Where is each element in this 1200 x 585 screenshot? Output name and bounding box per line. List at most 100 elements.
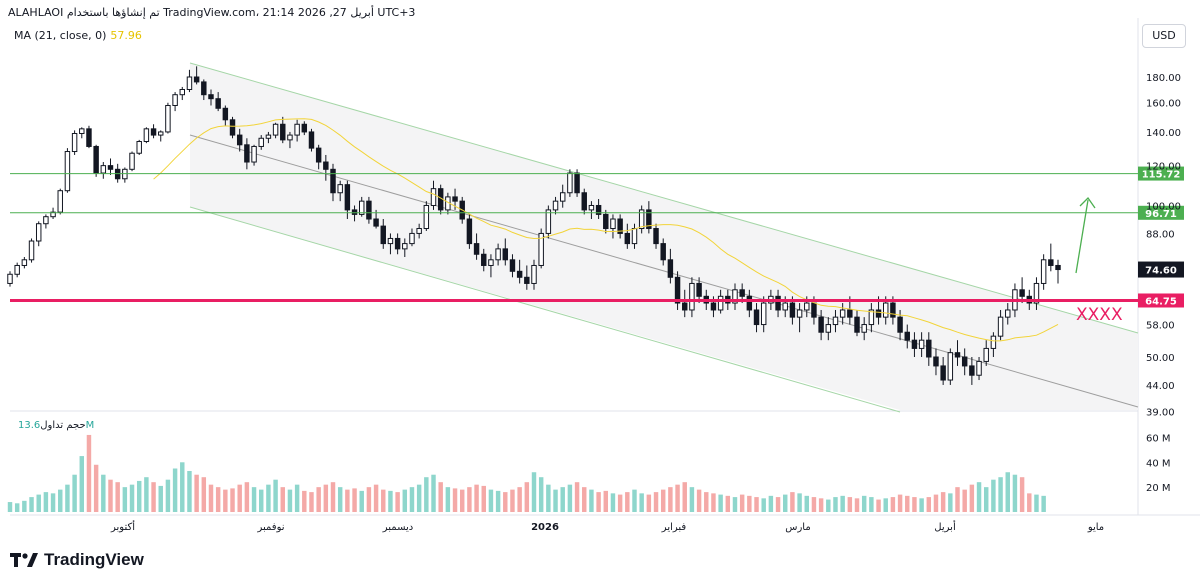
candle — [818, 309, 824, 341]
volume-bar — [172, 468, 178, 512]
candle-body — [351, 209, 358, 215]
candle — [143, 127, 150, 144]
candle — [796, 303, 803, 333]
candle-body — [911, 339, 918, 349]
level-label: 96.71 — [1145, 209, 1177, 220]
price-tick-label: 160.00 — [1146, 99, 1181, 110]
candle — [64, 148, 71, 193]
volume-bar — [495, 490, 501, 512]
projection-arrow — [1075, 199, 1089, 274]
candle-body — [1033, 282, 1040, 304]
candle — [201, 79, 207, 101]
candle — [610, 214, 616, 239]
volume-bar — [452, 488, 458, 512]
price-tick-label: 120.00 — [1146, 162, 1181, 173]
volume-bar — [1041, 495, 1046, 512]
volume-bar — [625, 492, 630, 512]
volume-bar — [531, 472, 537, 512]
candle-body — [359, 200, 365, 215]
volume-bar — [244, 482, 250, 512]
candle — [760, 296, 767, 333]
candle-body — [610, 218, 616, 230]
candle-body — [409, 232, 415, 245]
volume-bar — [503, 492, 508, 512]
ma-legend[interactable]: MA (21, close, 0) 57.96 — [14, 29, 142, 42]
volume-bar — [151, 482, 156, 512]
time-tick-label: أكتوبر — [110, 520, 135, 533]
candle-body — [753, 309, 760, 326]
volume-bar — [481, 485, 486, 512]
candle-body — [775, 295, 781, 311]
candle-body — [603, 213, 609, 230]
volume-bar — [747, 495, 752, 512]
candle-body — [201, 81, 207, 96]
time-tick-label: نوفمبر — [256, 522, 284, 533]
volume-bar — [359, 490, 364, 512]
candle-body — [818, 316, 824, 333]
volume-bar — [890, 497, 896, 512]
candle — [682, 289, 688, 318]
candle — [122, 167, 128, 183]
volume-bar — [280, 487, 285, 512]
brand-logo[interactable]: TradingView — [10, 550, 144, 570]
volume-bar — [883, 498, 888, 512]
volume-bar — [761, 498, 766, 512]
candle — [222, 105, 229, 126]
candle-body — [251, 145, 257, 163]
candle — [653, 223, 659, 249]
candle — [71, 130, 78, 155]
volume-bar — [668, 487, 673, 512]
volume-bar — [991, 479, 996, 512]
candle — [588, 201, 595, 220]
volume-bar — [223, 489, 228, 512]
candle-body — [14, 264, 20, 275]
time-tick-label: فبراير — [661, 522, 687, 533]
candle-body — [344, 184, 351, 211]
candle-body — [208, 94, 214, 100]
volume-bar — [718, 494, 723, 512]
volume-bar — [230, 488, 235, 512]
volume-bar — [251, 487, 257, 512]
volume-bar — [538, 477, 544, 512]
candle-body — [265, 134, 272, 139]
volume-bar — [610, 493, 616, 512]
volume-bar — [582, 487, 587, 512]
volume-bar — [488, 489, 494, 512]
volume-bar — [811, 497, 817, 512]
candle-body — [1019, 289, 1025, 297]
candle-body — [100, 165, 107, 174]
candle-body — [760, 302, 767, 326]
candle-body — [875, 309, 882, 318]
candle — [7, 271, 13, 287]
candle — [660, 238, 666, 266]
currency-button[interactable]: USD — [1142, 24, 1186, 48]
candle — [1055, 259, 1061, 284]
candle-body — [43, 216, 49, 225]
candle-body — [961, 356, 968, 367]
candle-body — [947, 352, 954, 381]
volume-bar — [725, 495, 731, 512]
volume-bar — [854, 498, 860, 512]
candle — [545, 205, 552, 239]
candle-body — [839, 309, 846, 318]
candle — [1048, 243, 1054, 272]
candle-body — [172, 94, 178, 106]
volume-bar — [553, 489, 558, 512]
candle — [186, 69, 193, 93]
volume-bar — [639, 493, 644, 512]
candle-body — [315, 147, 322, 163]
candle-body — [473, 243, 480, 255]
level-label: 115.72 — [1142, 170, 1181, 181]
candle — [416, 223, 422, 239]
volume-bar — [302, 490, 307, 512]
candle — [366, 196, 372, 224]
candle — [689, 277, 695, 318]
volume-legend[interactable]: حجم تداول13.6M — [14, 420, 94, 431]
candle-body — [868, 309, 875, 326]
volume-bar — [467, 487, 472, 512]
candle — [481, 248, 487, 272]
candle — [581, 188, 587, 215]
candle-body — [524, 276, 530, 284]
